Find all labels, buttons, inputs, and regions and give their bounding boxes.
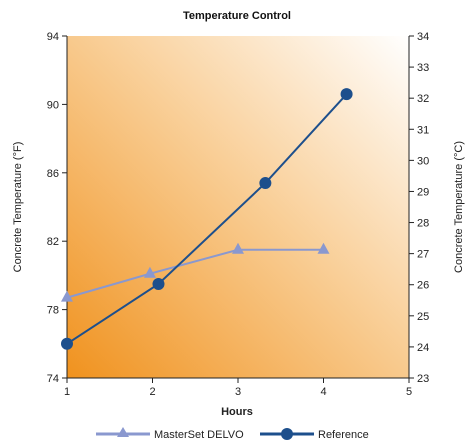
left-y-axis: 74 78 82 86 90 94 [47,31,68,385]
series-layer [61,88,353,350]
right-y-axis: 23 24 25 26 27 28 29 30 31 32 33 34 [408,31,429,385]
right-tick-label: 32 [417,93,429,105]
left-tick-label: 82 [47,236,59,248]
legend-marker-masterset [117,427,129,437]
data-point-reference [259,177,272,190]
data-point-reference [340,88,353,101]
data-point-masterset [317,242,330,254]
y-axis-title-left: Concrete Temperature (°F) [12,142,24,273]
right-tick-label: 29 [417,186,429,198]
x-tick-label: 4 [320,386,326,398]
right-tick-label: 33 [417,62,429,74]
left-tick-label: 94 [47,31,59,43]
data-point-reference [61,337,73,350]
legend-marker-reference [281,428,293,440]
data-point-masterset [143,266,156,278]
x-tick-label: 5 [406,386,412,398]
right-tick-label: 31 [417,124,429,136]
right-tick-label: 23 [417,373,429,385]
series-line-reference [66,93,348,345]
right-tick-label: 34 [417,31,429,43]
x-axis: 1 2 3 4 5 [64,377,412,398]
x-tick-label: 1 [64,386,70,398]
left-tick-label: 90 [47,99,59,111]
y-axis-title-right: Concrete Temperature (°C) [453,141,465,273]
series-line-masterset [66,248,324,299]
left-tick-label: 74 [47,373,59,385]
x-axis-title: Hours [221,406,253,418]
right-tick-label: 26 [417,280,429,292]
left-tick-label: 86 [47,168,59,180]
chart-title: Temperature Control [183,10,291,22]
legend-label-masterset: MasterSet DELVO [154,429,244,441]
legend-label-reference: Reference [318,429,369,441]
data-point-masterset [232,242,244,254]
data-point-reference [152,277,165,290]
right-tick-label: 27 [417,249,429,261]
x-tick-label: 3 [235,386,241,398]
right-tick-label: 28 [417,218,429,230]
left-tick-label: 78 [47,305,59,317]
right-tick-label: 30 [417,155,429,167]
x-tick-label: 2 [149,386,155,398]
right-tick-label: 25 [417,311,429,323]
data-point-masterset [61,290,73,302]
plot-area [67,36,409,378]
right-tick-label: 24 [417,342,429,354]
legend: MasterSet DELVO Reference [96,427,369,441]
